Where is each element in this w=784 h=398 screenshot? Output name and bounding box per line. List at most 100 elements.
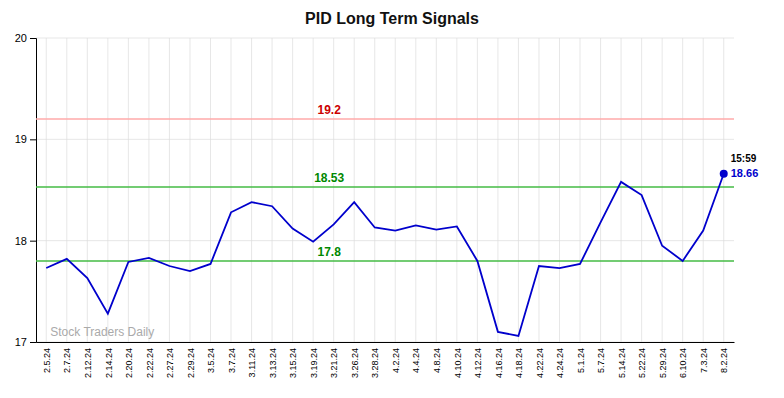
x-tick: 2.12.24 bbox=[83, 342, 93, 378]
x-tick-label: 6.10.24 bbox=[678, 348, 688, 378]
last-point-annotation: 18.66 bbox=[731, 167, 759, 179]
x-tick-label: 3.7.24 bbox=[227, 348, 237, 373]
grid bbox=[36, 38, 734, 342]
x-tick: 2.22.24 bbox=[145, 342, 155, 378]
grid-line-x bbox=[580, 38, 581, 342]
reference-line-label: 19.2 bbox=[317, 103, 341, 117]
x-tick: 4.4.24 bbox=[411, 342, 421, 373]
y-tick: 17 bbox=[15, 336, 36, 348]
y-tick-label: 19 bbox=[15, 133, 27, 145]
grid-line-x bbox=[313, 38, 314, 342]
x-tick: 2.5.24 bbox=[42, 342, 52, 373]
grid-line-x bbox=[354, 38, 355, 342]
x-tick-label: 5.7.24 bbox=[596, 348, 606, 373]
x-tick-label: 5.22.24 bbox=[637, 348, 647, 378]
x-tick-label: 2.22.24 bbox=[145, 348, 155, 378]
x-tick: 4.22.24 bbox=[535, 342, 545, 378]
grid-line-x bbox=[395, 38, 396, 342]
x-tick: 4.24.24 bbox=[555, 342, 565, 378]
x-tick-label: 2.14.24 bbox=[104, 348, 114, 378]
x-tick-label: 4.12.24 bbox=[473, 348, 483, 378]
grid-line-y bbox=[36, 38, 734, 39]
grid-line-x bbox=[641, 38, 642, 342]
grid-line-x bbox=[128, 38, 129, 342]
y-tick-label: 17 bbox=[15, 336, 27, 348]
grid-line-x bbox=[662, 38, 663, 342]
grid-line-x bbox=[497, 38, 498, 342]
grid-line-x bbox=[107, 38, 108, 342]
grid-line-x bbox=[189, 38, 190, 342]
x-tick-label: 4.4.24 bbox=[411, 348, 421, 373]
grid-line-x bbox=[600, 38, 601, 342]
grid-line-x bbox=[436, 38, 437, 342]
grid-line-x bbox=[46, 38, 47, 342]
x-tick: 3.26.24 bbox=[350, 342, 360, 378]
x-tick-label: 3.15.24 bbox=[288, 348, 298, 378]
grid-line-x bbox=[87, 38, 88, 342]
title: PID Long Term Signals bbox=[305, 10, 479, 27]
x-tick-label: 4.16.24 bbox=[494, 348, 504, 378]
x-tick-label: 3.11.24 bbox=[247, 348, 257, 377]
y-tick-mark bbox=[30, 342, 36, 343]
grid-line-x bbox=[231, 38, 232, 342]
x-tick: 3.5.24 bbox=[206, 342, 216, 373]
x-tick: 4.16.24 bbox=[494, 342, 504, 378]
grid-line-x bbox=[477, 38, 478, 342]
grid-line-x bbox=[272, 38, 273, 342]
x-tick-label: 4.18.24 bbox=[514, 348, 524, 378]
x-axis: 2.5.242.7.242.12.242.14.242.20.242.22.24… bbox=[37, 342, 735, 378]
x-tick-label: 2.12.24 bbox=[83, 348, 93, 378]
x-tick-label: 3.26.24 bbox=[350, 348, 360, 378]
grid-line-x bbox=[518, 38, 519, 342]
x-tick: 5.22.24 bbox=[637, 342, 647, 378]
x-tick-label: 2.5.24 bbox=[42, 348, 52, 373]
x-tick-label: 3.5.24 bbox=[206, 348, 216, 373]
grid-line-x bbox=[374, 38, 375, 342]
x-tick: 6.10.24 bbox=[678, 342, 688, 378]
x-tick-label: 4.24.24 bbox=[555, 348, 565, 378]
x-tick: 5.29.24 bbox=[658, 342, 668, 378]
grid-line-x bbox=[292, 38, 293, 342]
x-tick: 2.27.24 bbox=[165, 342, 175, 378]
x-tick: 5.7.24 bbox=[596, 342, 606, 373]
x-tick: 2.29.24 bbox=[186, 342, 196, 378]
x-tick-label: 4.8.24 bbox=[432, 348, 442, 373]
y-axis-line bbox=[30, 39, 37, 343]
x-tick-label: 3.21.24 bbox=[329, 348, 339, 378]
x-tick-label: 5.1.24 bbox=[576, 348, 586, 373]
x-tick: 3.7.24 bbox=[227, 342, 237, 373]
x-tick: 3.11.24 bbox=[247, 342, 257, 377]
grid-line-x bbox=[456, 38, 457, 342]
grid-line-x bbox=[251, 38, 252, 342]
grid-line-x bbox=[148, 38, 149, 342]
x-tick: 3.15.24 bbox=[288, 342, 298, 378]
grid-line-x bbox=[538, 38, 539, 342]
x-tick: 4.10.24 bbox=[453, 342, 463, 378]
x-tick-label: 3.28.24 bbox=[370, 348, 380, 378]
grid-line-y bbox=[36, 240, 734, 241]
x-tick-label: 4.10.24 bbox=[453, 348, 463, 378]
x-tick-label: 8.2.24 bbox=[719, 348, 729, 373]
grid-line-x bbox=[703, 38, 704, 342]
y-tick: 20 bbox=[15, 32, 36, 44]
grid-line-x bbox=[66, 38, 67, 342]
y-tick: 19 bbox=[15, 133, 36, 145]
watermark: Stock Traders Daily bbox=[50, 325, 154, 339]
y-axis: 17 18 19 20 bbox=[15, 32, 37, 348]
x-tick: 3.19.24 bbox=[309, 342, 319, 378]
chart: PID Long Term Signals 2.5.24 2.7.24 2.12.24… bbox=[0, 0, 784, 398]
x-tick: 7.3.24 bbox=[699, 342, 709, 373]
line bbox=[46, 174, 723, 336]
x-tick: 4.18.24 bbox=[514, 342, 524, 378]
reference-line bbox=[36, 118, 734, 120]
x-tick-label: 4.22.24 bbox=[535, 348, 545, 378]
x-tick: 3.13.24 bbox=[268, 342, 278, 378]
grid-line-x bbox=[415, 38, 416, 342]
grid-line-y bbox=[36, 139, 734, 140]
y-tick-label: 20 bbox=[15, 32, 27, 44]
x-tick-label: 2.7.24 bbox=[62, 348, 72, 373]
y-tick-label: 18 bbox=[15, 235, 27, 247]
last-point-annotation: 15:59 bbox=[731, 153, 757, 164]
y-tick: 18 bbox=[15, 235, 36, 247]
x-axis-line bbox=[37, 342, 735, 343]
